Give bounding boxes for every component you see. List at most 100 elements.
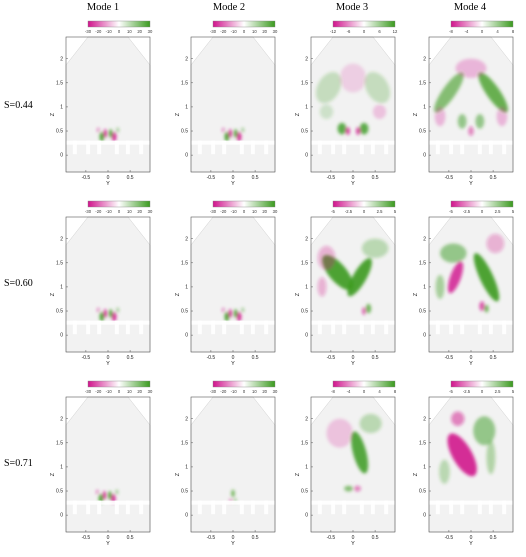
colorbar-tick-label: 0 [118,29,121,34]
mode-structure [111,311,117,322]
mode-structure [233,129,238,138]
geometry-band [66,140,150,145]
z-tick-label: 2 [305,236,308,242]
geometry-post [317,500,322,515]
geometry-post [359,140,364,155]
colorbar-tick-label: -2.5 [463,389,471,394]
geometry-post [460,500,465,515]
geometry-post [222,500,227,515]
mode-structure [435,274,445,299]
z-tick-label: 1 [185,285,188,291]
row-label-3: S=0.71 [4,458,33,469]
colorbar-tick-label: 10 [127,389,132,394]
geometry-post [222,140,227,155]
z-tick-label: 0 [305,153,308,159]
col-title-4: Mode 4 [453,2,487,13]
mode-structure [475,114,485,129]
y-tick-label: -0.5 [445,355,454,361]
mode-panel: -5 -2.5 0 2.5 5 0 0.5 1 1.5 2 Z -0.5 0 0.5 Y [285,192,400,372]
colorbar [212,20,276,28]
geometry-band [66,500,150,505]
mode-structure [108,309,113,318]
y-tick-label: -0.5 [207,355,216,361]
colorbar-tick-label: 0 [118,209,121,214]
colorbar-tick-label: -10 [231,389,238,394]
geometry-post [331,320,336,335]
y-tick-label: 0 [352,535,355,541]
flow-domain [190,396,276,533]
colorbar-tick-label: -30 [210,209,217,214]
mode-structure [478,72,508,113]
colorbar-tick-label: -10 [106,209,113,214]
z-tick-label: 2 [185,236,188,242]
y-tick-label: 0.5 [127,355,134,361]
flow-domain [65,36,151,173]
mode-structure [116,307,120,313]
colorbar-tick-label: -30 [85,29,92,34]
colorbar [87,380,151,388]
colorbar-tick-label: 4 [496,29,499,34]
colorbar-tick-label: -20 [95,29,102,34]
y-axis-label: Y [351,181,355,187]
z-tick-label: 1.5 [301,260,308,266]
colorbar-tick-label: 10 [127,29,132,34]
colorbar-tick-label: 5 [394,209,397,214]
z-axis-label: Z [295,472,301,476]
mode-structure [434,72,464,113]
colorbar [212,380,276,388]
colorbar-tick-label: -30 [210,389,217,394]
colorbar-tick-label: 0 [243,29,246,34]
geometry-post [460,320,465,335]
colorbar-tick-label: -6 [347,29,351,34]
mode-panel: -30 -20 -10 0 10 20 30 0 0.5 1 1.5 2 Z -0.5 0 0.5 Y [40,192,155,372]
z-tick-label: 1.5 [181,440,188,446]
mode-field [434,58,508,136]
mode-structure [496,106,508,127]
geometry-post [449,140,454,155]
colorbar [332,20,396,28]
z-tick-label: 1.5 [181,80,188,86]
geometry-post [331,500,336,515]
colorbar-tick-label: 20 [137,209,142,214]
colorbar-tick-label: -8 [331,389,335,394]
mode-plot: -5 -2.5 0 2.5 5 0 0.5 1 1.5 2 Z -0.5 0 0.5 Y [413,380,515,547]
col-title-1: Mode 1 [86,2,120,13]
z-tick-label: 0 [185,513,188,519]
mode-structure [353,485,361,492]
colorbar-tick-label: -20 [220,209,227,214]
mode-structure [486,440,496,475]
mode-structure [347,258,372,297]
y-tick-label: 0 [232,535,235,541]
mode-structure [455,58,487,78]
y-tick-label: -0.5 [82,355,91,361]
geometry-post [384,320,389,335]
colorbar-tick-label: 0 [118,389,121,394]
geometry-post [502,320,507,335]
mode-plot: -30 -20 -10 0 10 20 30 0 0.5 1 1.5 2 Z -0.5 0 0.5 Y [50,380,153,547]
mode-structure [228,129,233,138]
mode-panel: -30 -20 -10 0 10 20 30 0 0.5 1 1.5 2 Z -0.5 0 0.5 Y [165,372,280,552]
z-tick-label: 1 [423,465,426,471]
mode-field [435,233,505,313]
geometry-post [477,140,482,155]
geometry-post [370,500,375,515]
mode-structure [339,63,367,93]
y-axis-label: Y [351,361,355,367]
colorbar-tick-label: 8 [512,29,515,34]
mode-structure [351,431,369,474]
z-tick-label: 0 [60,333,63,339]
geometry-post [125,320,130,335]
y-tick-label: 0.5 [252,535,259,541]
geometry-post [197,320,202,335]
geometry-post [125,500,130,515]
mode-structure [359,122,369,135]
y-tick-label: 0.5 [252,175,259,181]
geometry-post [342,500,347,515]
geometry-post [250,140,255,155]
mode-field [439,411,496,484]
colorbar [450,200,514,208]
mode-structure [473,416,496,446]
geometry-post [139,140,144,155]
geometry-post [488,320,493,335]
geometry-post [97,500,102,515]
